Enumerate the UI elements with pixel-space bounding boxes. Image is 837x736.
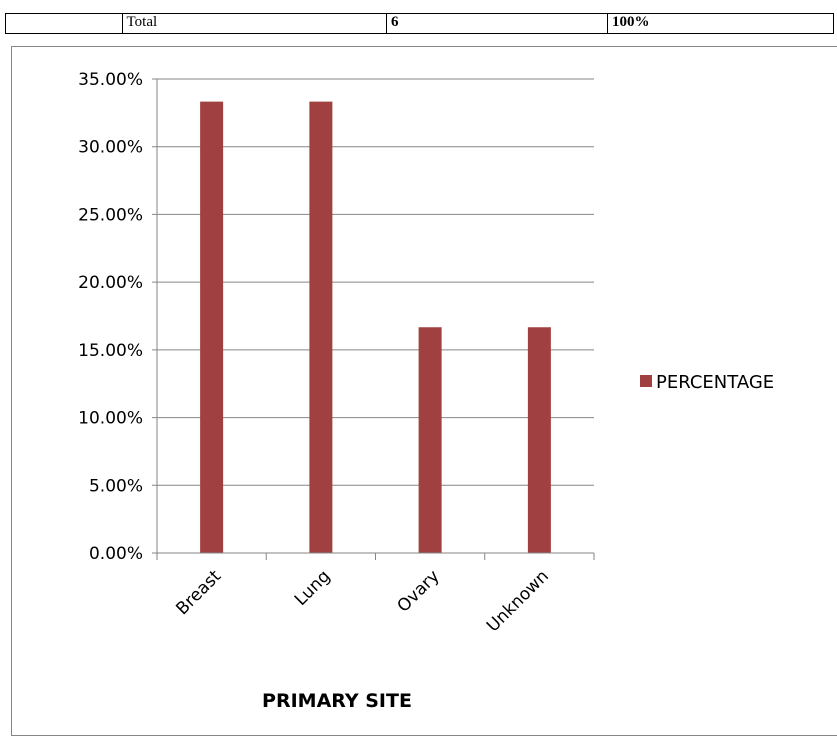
totals-table: Total 6 100% [5,13,835,34]
y-tick-label: 5.00% [89,476,143,496]
y-tick-label: 35.00% [78,70,143,90]
y-tick-label: 30.00% [78,138,143,158]
x-axis-title: PRIMARY SITE [262,690,412,712]
bars [200,101,551,553]
table-cell-total-percent: 100% [606,13,835,34]
y-tick-label: 25.00% [78,205,143,225]
x-category-label: Lung [291,566,334,609]
bar-lung [309,101,333,553]
y-tick-label: 15.00% [78,341,143,361]
legend: PERCENTAGE [640,372,774,393]
x-category-label: Unknown [483,566,553,636]
y-axis-tick-labels: 0.00% 5.00% 10.00% 15.00% 20.00% 25.00% 30.00%… [78,70,143,564]
legend-swatch [640,375,652,387]
x-category-label: Breast [172,566,225,619]
x-axis-category-labels: Breast Lung Ovary Unknown [172,566,553,636]
table-row: Total 6 100% [5,13,835,34]
x-category-label: Ovary [394,566,444,616]
legend-label: PERCENTAGE [656,372,774,393]
bar-ovary [418,327,442,553]
bar-unknown [527,327,551,553]
table-cell-total-count: 6 [386,13,608,34]
bar-chart: 0.00% 5.00% 10.00% 15.00% 20.00% 25.00% 30.00%… [78,70,774,712]
y-tick-label: 20.00% [78,273,143,293]
table-cell-total-label: Total [121,13,388,34]
x-axis [156,79,595,560]
y-tick-label: 0.00% [89,544,143,564]
bar-breast [200,101,224,553]
y-tick-label: 10.00% [78,409,143,429]
